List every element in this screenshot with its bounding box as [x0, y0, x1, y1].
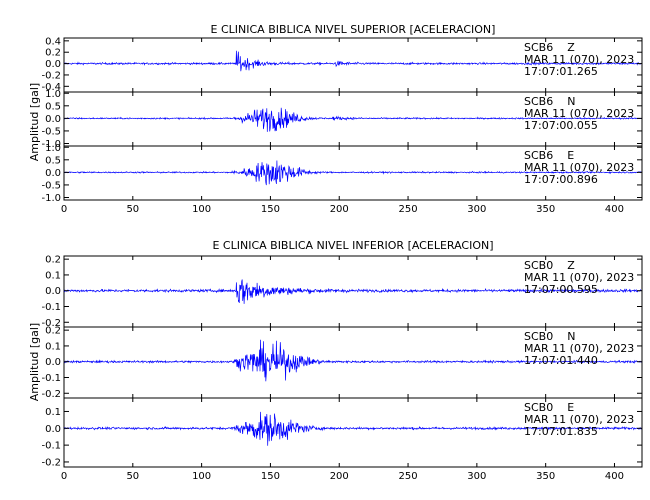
- time-label: 17:07:01.440: [524, 354, 598, 367]
- waveform-scb0-e: [63, 411, 642, 446]
- station-code: SCB0: [524, 401, 553, 414]
- x-tick-label: 200: [330, 471, 349, 482]
- x-tick-label: 300: [467, 204, 486, 215]
- y-tick-label: 0.5: [45, 101, 61, 112]
- y-tick-label: 0.0: [45, 424, 61, 435]
- y-tick-label: 0.2: [45, 48, 61, 59]
- y-tick-label: -0.2: [41, 457, 61, 468]
- component-code: E: [567, 149, 574, 162]
- time-label: 17:07:00.896: [524, 173, 598, 186]
- x-tick-label: 350: [536, 204, 555, 215]
- date-label: MAR 11 (070), 2023: [524, 161, 634, 174]
- station-code: SCB0: [524, 330, 553, 343]
- x-tick-label: 150: [261, 204, 280, 215]
- chart-title-0: E CLINICA BIBLICA NIVEL SUPERIOR [ACELER…: [211, 23, 496, 36]
- y-tick-label: 1.0: [45, 143, 61, 154]
- x-tick-label: 100: [192, 204, 211, 215]
- y-tick-label: 1.0: [45, 89, 61, 100]
- waveform-scb0-n: [63, 339, 642, 382]
- station-code: SCB6: [524, 149, 553, 162]
- y-tick-label: 0.0: [45, 357, 61, 368]
- y-tick-label: 0.5: [45, 155, 61, 166]
- y-tick-label: -0.5: [41, 180, 61, 191]
- component-code: N: [567, 330, 575, 343]
- x-tick-label: 200: [330, 204, 349, 215]
- x-tick-label: 250: [399, 471, 418, 482]
- x-tick-label: 0: [61, 471, 67, 482]
- y-tick-label: 0.4: [45, 36, 61, 47]
- y-tick-label: -0.2: [41, 318, 61, 329]
- date-label: MAR 11 (070), 2023: [524, 413, 634, 426]
- y-tick-label: -0.1: [41, 302, 61, 313]
- x-tick-label: 300: [467, 471, 486, 482]
- time-label: 17:07:01.835: [524, 425, 598, 438]
- x-tick-label: 350: [536, 471, 555, 482]
- component-code: E: [567, 401, 574, 414]
- date-label: MAR 11 (070), 2023: [524, 107, 634, 120]
- station-label: SCB0 N: [524, 330, 575, 343]
- y-tick-label: 0.1: [45, 270, 61, 281]
- time-label: 17:07:00.055: [524, 119, 598, 132]
- component-code: Z: [567, 41, 575, 54]
- y-tick-label: 0.1: [45, 407, 61, 418]
- x-tick-label: 250: [399, 204, 418, 215]
- station-label: SCB6 E: [524, 149, 574, 162]
- y-tick-label: -0.1: [41, 441, 61, 452]
- y-tick-label: 0.0: [45, 286, 61, 297]
- component-code: Z: [567, 259, 575, 272]
- y-tick-label: 0.1: [45, 341, 61, 352]
- y-tick-label: 0.0: [45, 114, 61, 125]
- station-code: SCB0: [524, 259, 553, 272]
- station-label: SCB0 Z: [524, 259, 575, 272]
- x-tick-label: 400: [605, 471, 624, 482]
- station-label: SCB0 E: [524, 401, 574, 414]
- x-tick-label: 400: [605, 204, 624, 215]
- date-label: MAR 11 (070), 2023: [524, 271, 634, 284]
- time-label: 17:07:00.595: [524, 283, 598, 296]
- y-tick-label: -1.0: [41, 139, 61, 150]
- y-tick-label: -0.1: [41, 373, 61, 384]
- y-tick-label: 0.0: [45, 168, 61, 179]
- date-label: MAR 11 (070), 2023: [524, 342, 634, 355]
- x-tick-label: 100: [192, 471, 211, 482]
- y-axis-label-1: Amplitud [gal]: [28, 323, 41, 401]
- y-tick-label: -1.0: [41, 193, 61, 204]
- waveform-scb6-z: [63, 50, 642, 72]
- y-axis-label-0: Amplitud [gal]: [28, 83, 41, 161]
- waveform-scb6-n: [63, 107, 642, 132]
- station-code: SCB6: [524, 41, 553, 54]
- y-tick-label: -0.5: [41, 126, 61, 137]
- time-label: 17:07:01.265: [524, 65, 598, 78]
- x-tick-label: 50: [126, 204, 139, 215]
- panel-frame-1-2: [63, 397, 643, 468]
- station-label: SCB6 N: [524, 95, 575, 108]
- y-tick-label: 0.2: [45, 255, 61, 266]
- chart-title-1: E CLINICA BIBLICA NIVEL INFERIOR [ACELER…: [212, 239, 493, 252]
- station-label: SCB6 Z: [524, 41, 575, 54]
- y-tick-label: -0.4: [41, 82, 61, 93]
- component-code: N: [567, 95, 575, 108]
- x-tick-label: 0: [61, 204, 67, 215]
- waveform-scb6-e: [63, 160, 642, 186]
- waveform-scb0-z: [63, 279, 642, 304]
- y-tick-label: 0.2: [45, 326, 61, 337]
- panel-frame-0-2: [63, 145, 643, 201]
- y-tick-label: -0.2: [41, 70, 61, 81]
- y-tick-label: 0.0: [45, 59, 61, 70]
- x-tick-label: 150: [261, 471, 280, 482]
- station-code: SCB6: [524, 95, 553, 108]
- y-tick-label: -0.2: [41, 389, 61, 400]
- date-label: MAR 11 (070), 2023: [524, 53, 634, 66]
- x-tick-label: 50: [126, 471, 139, 482]
